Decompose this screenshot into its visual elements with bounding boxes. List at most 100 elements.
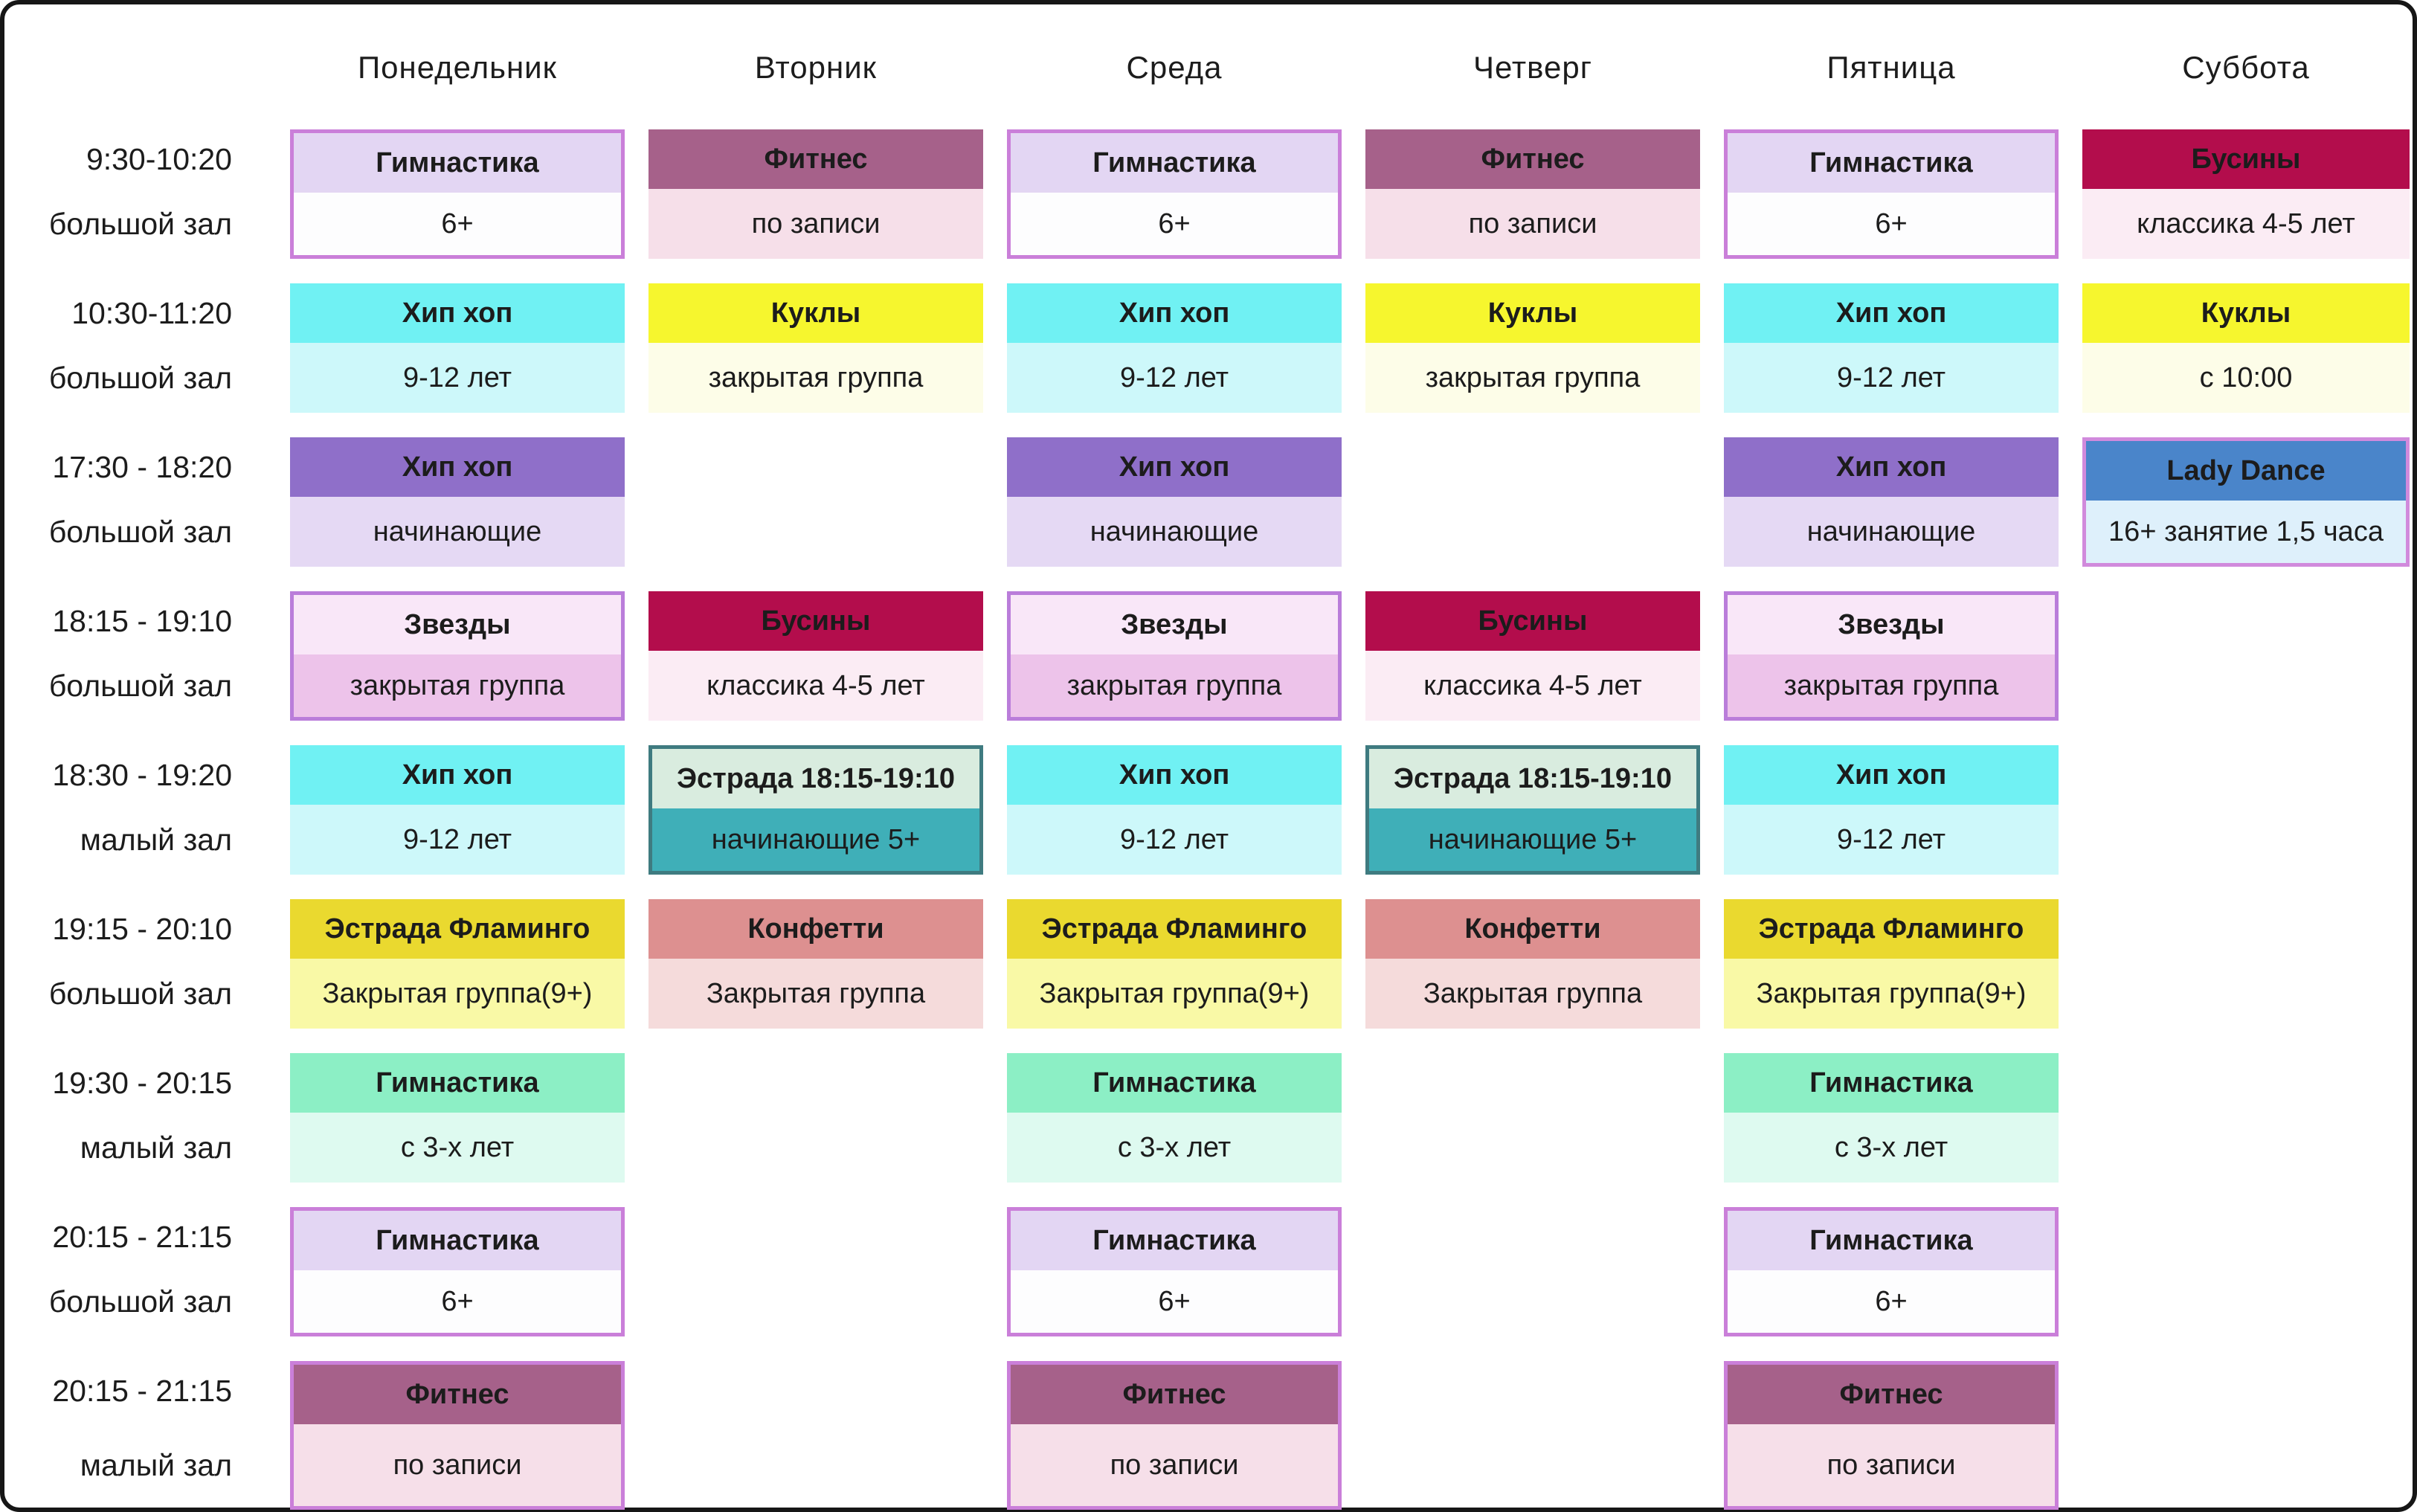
class-subtitle: закрытая группа [648, 343, 983, 413]
class-title: Фитнес [1365, 129, 1700, 189]
class-title: Бусины [648, 591, 983, 651]
empty-slot [648, 437, 983, 567]
class-subtitle: с 3-х лет [290, 1113, 625, 1183]
time-cell: 18:15 - 19:10 большой зал [4, 591, 266, 721]
class-cell: Хип хоп 9-12 лет [290, 745, 625, 875]
day-header: Вторник [754, 50, 878, 85]
class-title: Гимнастика [290, 1053, 625, 1113]
class-cell: Эстрада 18:15-19:10 начинающие 5+ [648, 745, 983, 875]
empty-slot [648, 1207, 983, 1336]
class-title: Гимнастика [294, 133, 621, 193]
class-subtitle: 6+ [294, 193, 621, 255]
time-label: 17:30 - 18:20 [52, 449, 232, 484]
time-cell: 9:30-10:20 большой зал [4, 129, 266, 259]
class-cell: Фитнес по записи [1365, 129, 1700, 259]
class-cell: Гимнастика 6+ [290, 129, 625, 259]
class-cell: Куклы закрытая группа [648, 283, 983, 413]
time-cell: 19:15 - 20:10 большой зал [4, 899, 266, 1029]
class-subtitle: 6+ [1728, 193, 2055, 255]
class-subtitle: 9-12 лет [290, 805, 625, 875]
hall-label: большой зал [48, 206, 232, 241]
class-title: Куклы [1365, 283, 1700, 343]
class-subtitle: 16+ занятие 1,5 часа [2086, 501, 2406, 563]
class-cell: Хип хоп 9-12 лет [1724, 283, 2059, 413]
class-cell: Хип хоп начинающие [1007, 437, 1342, 567]
empty-slot [648, 1361, 983, 1510]
class-subtitle: классика 4-5 лет [2082, 189, 2410, 259]
class-subtitle: 6+ [1011, 1270, 1338, 1333]
hall-label: малый зал [80, 1130, 232, 1165]
class-cell: Хип хоп 9-12 лет [290, 283, 625, 413]
time-cell: 20:15 - 21:15 большой зал [4, 1207, 266, 1336]
hall-label: большой зал [48, 668, 232, 703]
class-title: Бусины [1365, 591, 1700, 651]
class-cell: Звезды закрытая группа [1007, 591, 1342, 721]
class-title: Конфетти [648, 899, 983, 959]
empty-slot [2082, 591, 2410, 721]
class-subtitle: начинающие [1724, 497, 2059, 567]
class-title: Фитнес [648, 129, 983, 189]
class-cell: Гимнастика 6+ [290, 1207, 625, 1336]
class-title: Эстрада 18:15-19:10 [652, 749, 979, 808]
class-cell: Конфетти Закрытая группа [648, 899, 983, 1029]
class-cell: Фитнес по записи [648, 129, 983, 259]
day-header: Суббота [2182, 50, 2310, 85]
time-label: 20:15 - 21:15 [52, 1219, 232, 1254]
class-cell: Гимнастика с 3-х лет [1007, 1053, 1342, 1183]
class-subtitle: с 3-х лет [1007, 1113, 1342, 1183]
class-subtitle: 9-12 лет [1724, 805, 2059, 875]
class-title: Фитнес [294, 1365, 621, 1424]
time-label: 10:30-11:20 [71, 295, 232, 330]
class-subtitle: начинающие 5+ [652, 808, 979, 871]
day-header: Понедельник [357, 50, 558, 85]
empty-slot [1365, 1207, 1700, 1336]
class-subtitle: с 10:00 [2082, 343, 2410, 413]
class-subtitle: классика 4-5 лет [1365, 651, 1700, 721]
class-cell: Хип хоп 9-12 лет [1007, 283, 1342, 413]
class-subtitle: с 3-х лет [1724, 1113, 2059, 1183]
time-cell: 19:30 - 20:15 малый зал [4, 1053, 266, 1183]
empty-slot [1365, 437, 1700, 567]
class-subtitle: по записи [648, 189, 983, 259]
class-subtitle: Закрытая группа [1365, 959, 1700, 1029]
class-subtitle: начинающие 5+ [1369, 808, 1696, 871]
class-cell: Звезды закрытая группа [1724, 591, 2059, 721]
class-title: Звезды [1011, 595, 1338, 654]
class-cell: Эстрада Фламинго Закрытая группа(9+) [1007, 899, 1342, 1029]
grid-corner-spacer [4, 0, 266, 105]
hall-label: малый зал [80, 822, 232, 857]
class-title: Хип хоп [290, 437, 625, 497]
class-cell: Звезды закрытая группа [290, 591, 625, 721]
hall-label: большой зал [48, 514, 232, 549]
class-title: Гимнастика [1724, 1053, 2059, 1113]
class-title: Хип хоп [1724, 745, 2059, 805]
time-label: 19:15 - 20:10 [52, 911, 232, 946]
class-title: Куклы [2082, 283, 2410, 343]
class-title: Эстрада Фламинго [290, 899, 625, 959]
empty-slot [2082, 1361, 2410, 1510]
class-subtitle: начинающие [290, 497, 625, 567]
class-cell: Хип хоп начинающие [1724, 437, 2059, 567]
class-title: Хип хоп [1724, 283, 2059, 343]
class-subtitle: 6+ [1011, 193, 1338, 255]
empty-slot [2082, 1053, 2410, 1183]
class-title: Гимнастика [1011, 133, 1338, 193]
class-subtitle: закрытая группа [294, 654, 621, 717]
class-title: Звезды [1728, 595, 2055, 654]
hall-label: большой зал [48, 360, 232, 395]
class-subtitle: по записи [294, 1424, 621, 1506]
time-cell: 17:30 - 18:20 большой зал [4, 437, 266, 567]
class-cell: Lady Dance 16+ занятие 1,5 часа [2082, 437, 2410, 567]
class-title: Конфетти [1365, 899, 1700, 959]
class-cell: Куклы закрытая группа [1365, 283, 1700, 413]
class-title: Эстрада Фламинго [1007, 899, 1342, 959]
class-cell: Гимнастика с 3-х лет [290, 1053, 625, 1183]
class-subtitle: начинающие [1007, 497, 1342, 567]
time-cell: 18:30 - 19:20 малый зал [4, 745, 266, 875]
class-title: Хип хоп [1007, 283, 1342, 343]
time-cell: 10:30-11:20 большой зал [4, 283, 266, 413]
class-subtitle: закрытая группа [1728, 654, 2055, 717]
day-header: Четверг [1473, 50, 1593, 85]
class-cell: Фитнес по записи [1007, 1361, 1342, 1510]
class-subtitle: 9-12 лет [1007, 805, 1342, 875]
